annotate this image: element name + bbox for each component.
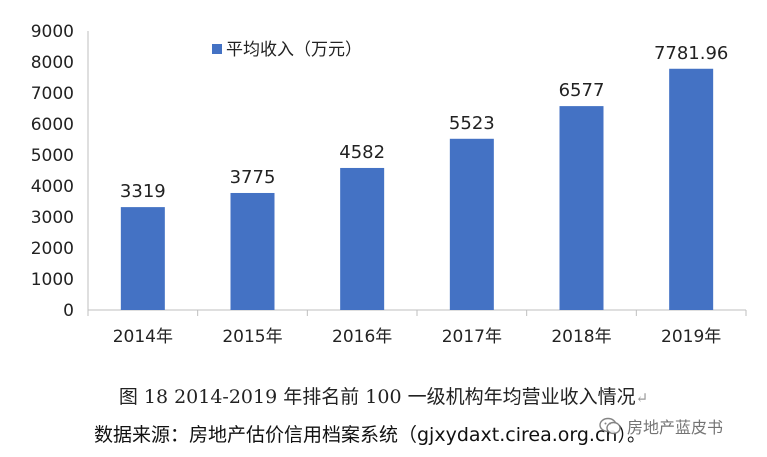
figure-caption: 图 18 2014-2019 年排名前 100 一级机构年均营业收入情况↵ xyxy=(0,382,767,409)
bar xyxy=(559,106,604,310)
y-tick-label: 3000 xyxy=(31,208,74,228)
bar-chart: 0 1000 2000 3000 4000 5000 6000 7000 8000 9000 20… xyxy=(31,22,747,347)
bar xyxy=(669,68,714,310)
bar xyxy=(230,192,275,310)
data-label: 3319 xyxy=(120,181,166,202)
bars: 3319 3775 4582 5523 6577 7781.96 xyxy=(120,43,728,310)
x-tick-label: 2014年 xyxy=(113,327,173,347)
x-tick-label: 2017年 xyxy=(442,327,502,347)
data-source: 数据来源：房地产估价信用档案系统（gjxydaxt.cirea.org.cn）。 xyxy=(94,424,646,446)
bar xyxy=(120,207,165,310)
y-tick-label: 9000 xyxy=(31,22,74,42)
data-label: 7781.96 xyxy=(654,43,728,64)
legend: 平均收入（万元） xyxy=(212,40,362,60)
x-tick-label: 2018年 xyxy=(551,327,611,347)
x-axis: 2014年 2015年 2016年 2017年 2018年 2019年 xyxy=(87,309,747,347)
legend-swatch xyxy=(212,44,222,54)
y-tick-label: 4000 xyxy=(31,177,74,197)
y-tick-label: 1000 xyxy=(31,270,74,290)
y-tick-label: 0 xyxy=(63,301,74,321)
x-tick-label: 2016年 xyxy=(332,327,392,347)
watermark-text: 房地产蓝皮书 xyxy=(627,418,724,437)
data-label: 5523 xyxy=(449,113,495,134)
return-mark: ↵ xyxy=(635,389,649,407)
x-tick-label: 2015年 xyxy=(222,327,282,347)
legend-label: 平均收入（万元） xyxy=(226,40,362,60)
caption-title: 图 18 2014-2019 年排名前 100 一级机构年均营业收入情况 xyxy=(118,386,636,408)
bar xyxy=(340,167,385,310)
y-axis: 0 1000 2000 3000 4000 5000 6000 7000 8000 9000 xyxy=(31,22,89,321)
watermark: 房地产蓝皮书 xyxy=(599,414,723,438)
data-label: 3775 xyxy=(230,167,276,188)
data-label: 4582 xyxy=(339,142,385,163)
x-tick-label: 2019年 xyxy=(661,327,721,347)
y-tick-label: 7000 xyxy=(31,84,74,104)
wechat-icon xyxy=(599,417,621,435)
y-tick-label: 6000 xyxy=(31,115,74,135)
data-label: 6577 xyxy=(559,80,605,101)
y-tick-label: 2000 xyxy=(31,239,74,259)
y-tick-label: 5000 xyxy=(31,146,74,166)
y-tick-label: 8000 xyxy=(31,53,74,73)
bar xyxy=(449,138,494,310)
